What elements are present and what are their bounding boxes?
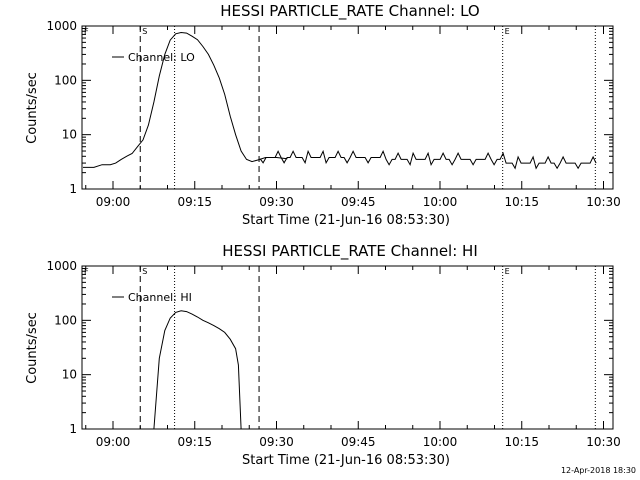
x-tick-label: 09:30 xyxy=(259,435,294,449)
time-markers: S EF xyxy=(84,266,596,429)
plot-frame xyxy=(81,25,614,190)
y-tick-label: 100 xyxy=(54,73,77,87)
x-tick-label: 09:00 xyxy=(96,195,131,209)
marker-label: S xyxy=(142,27,147,36)
marker-label: E xyxy=(505,27,510,36)
chart-title: HESSI PARTICLE_RATE Channel: LO xyxy=(220,2,479,21)
y-tick-label: 100 xyxy=(54,313,77,327)
marker-label: E xyxy=(505,267,510,276)
y-tick-label: 1 xyxy=(69,422,77,436)
x-tick-label: 09:45 xyxy=(341,195,376,209)
x-tick-label: 10:15 xyxy=(504,435,539,449)
x-tick-label: 09:15 xyxy=(177,195,212,209)
x-tick-label: 10:30 xyxy=(586,195,621,209)
y-tick-label: 10 xyxy=(62,368,77,382)
panel-lo: HESSI PARTICLE_RATE Channel: LO Counts/s… xyxy=(25,2,621,228)
time-markers: S EF xyxy=(84,26,596,189)
marker-label: F xyxy=(84,27,89,36)
x-ticks: 09:00 09:15 09:30 09:45 10:00 10:15 10:30 xyxy=(85,266,621,449)
x-tick-label: 10:30 xyxy=(586,435,621,449)
x-axis-label: Start Time (21-Jun-16 08:53:30) xyxy=(242,213,450,228)
y-tick-label: 1000 xyxy=(46,19,77,33)
y-axis-label: Counts/sec xyxy=(25,72,40,144)
y-tick-label: 1 xyxy=(69,182,77,196)
x-tick-label: 09:00 xyxy=(96,435,131,449)
series-line-lo xyxy=(83,31,288,168)
y-ticks: 1 10 100 1000 xyxy=(46,259,613,436)
y-tick-label: 1000 xyxy=(46,259,77,273)
marker-label: S xyxy=(142,267,147,276)
footer-timestamp: 12-Apr-2018 18:30 xyxy=(560,466,636,475)
marker-label: F xyxy=(84,267,89,276)
x-tick-label: 09:45 xyxy=(341,435,376,449)
x-axis-label: Start Time (21-Jun-16 08:53:30) xyxy=(242,453,450,468)
series-line-lo-background xyxy=(259,149,597,170)
plot-frame xyxy=(81,265,614,430)
panel-hi: HESSI PARTICLE_RATE Channel: HI Counts/s… xyxy=(25,242,621,468)
legend-label: Channel: HI xyxy=(128,291,192,304)
y-ticks: 1 10 100 1000 xyxy=(46,19,613,196)
legend-label: Channel: LO xyxy=(128,51,195,64)
x-tick-label: 10:00 xyxy=(423,435,458,449)
series-line-hi xyxy=(153,310,242,430)
y-axis-label: Counts/sec xyxy=(25,312,40,384)
x-tick-label: 09:15 xyxy=(177,435,212,449)
x-tick-label: 10:00 xyxy=(423,195,458,209)
x-tick-label: 09:30 xyxy=(259,195,294,209)
chart-title: HESSI PARTICLE_RATE Channel: HI xyxy=(222,242,478,261)
y-tick-label: 10 xyxy=(62,128,77,142)
x-ticks: 09:00 09:15 09:30 09:45 10:00 10:15 10:30 xyxy=(85,26,621,209)
x-tick-label: 10:15 xyxy=(504,195,539,209)
